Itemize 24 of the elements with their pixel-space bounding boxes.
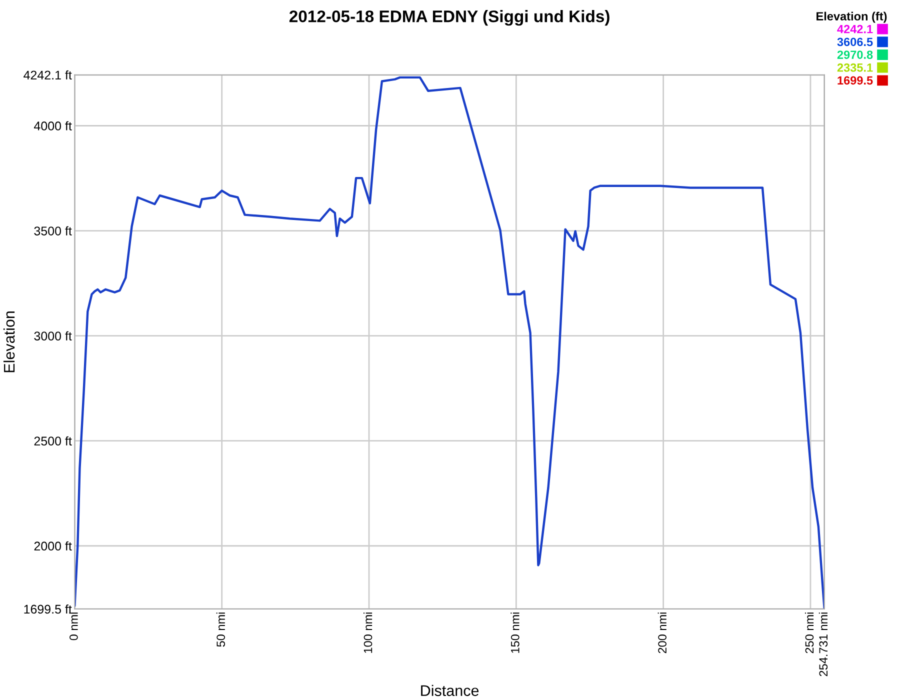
color-bar-label: 1699.5 — [838, 76, 873, 85]
x-tick-label: 100 nmi — [364, 612, 372, 653]
y-axis-title: Elevation — [3, 312, 15, 372]
color-bar-label: 3606.5 — [837, 38, 873, 46]
y-tick-label: 4242.1 ft — [24, 70, 72, 80]
y-tick-label: 2500 ft — [34, 436, 72, 446]
x-tick-label: 254.731 nmi — [818, 612, 828, 676]
y-tick-label: 4000 ft — [34, 121, 72, 130]
y-tick-label: 3000 ft — [34, 331, 72, 340]
y-tick-label: 1699.5 ft — [24, 604, 72, 614]
color-bar-label: 2335.1 — [837, 63, 873, 72]
color-bar-label: 4242.1 — [837, 24, 873, 34]
x-tick-label: 50 nmi — [216, 612, 226, 647]
x-tick-label: 150 nmi — [510, 612, 520, 653]
x-axis-title: Distance — [421, 684, 479, 696]
x-tick-label: 200 nmi — [658, 612, 666, 654]
x-tick-label: 0 nmi — [69, 612, 78, 640]
y-tick-label: 2000 ft — [34, 541, 72, 551]
color-bar-label: 2970.8 — [837, 50, 873, 59]
y-tick-label: 3500 ft — [34, 226, 72, 236]
x-tick-label: 250 nmi — [804, 612, 814, 654]
line-series — [74, 76, 824, 609]
color-bar-title: Elevation (ft) — [816, 12, 887, 23]
chart-title: 2012-05-18 EDMA EDNY (Siggi und Kids) — [289, 10, 610, 26]
